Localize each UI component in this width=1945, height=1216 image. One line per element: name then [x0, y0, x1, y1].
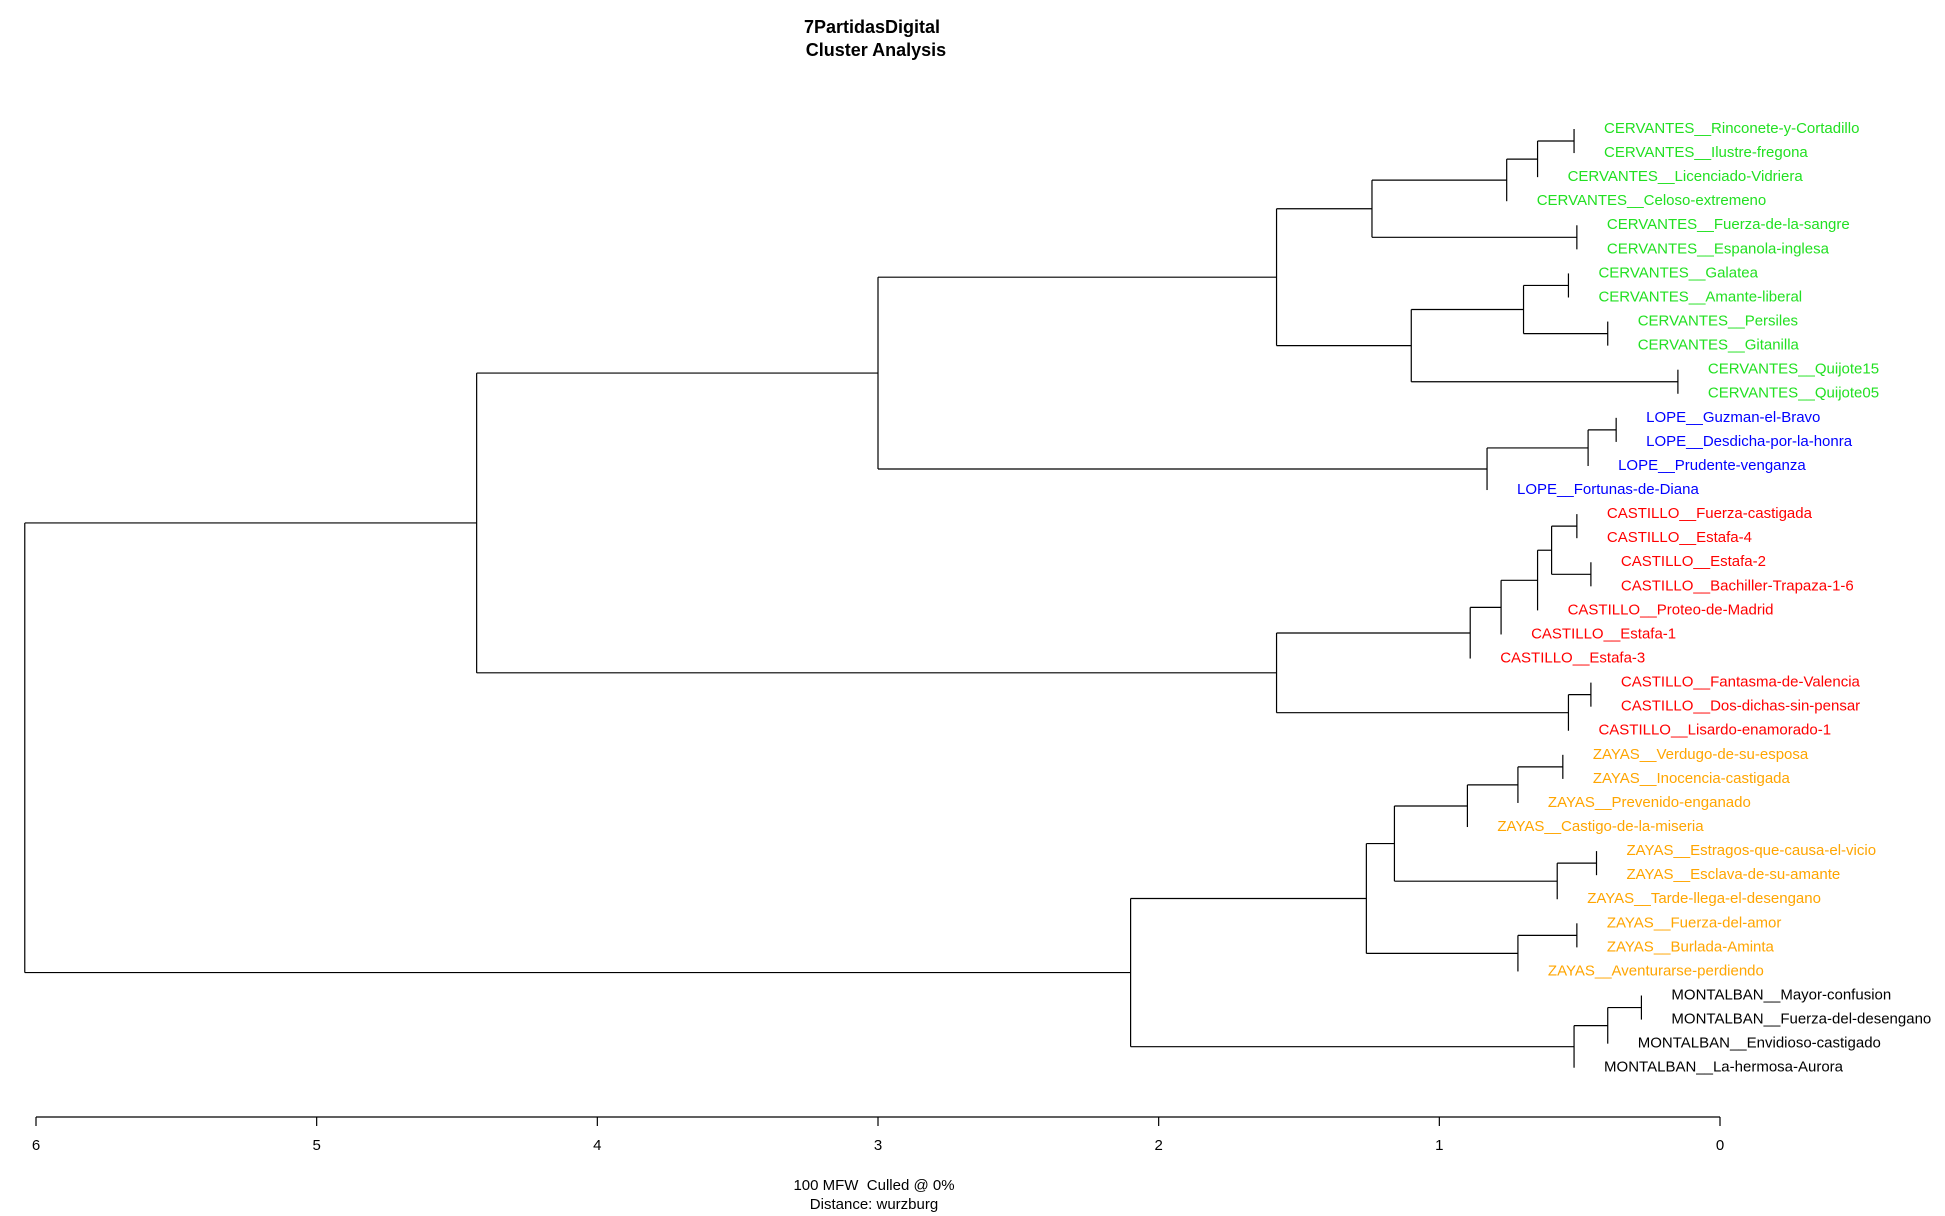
chart-title: 7PartidasDigital [804, 17, 940, 37]
leaf-label: MONTALBAN__Fuerza-del-desengano [1671, 1011, 1931, 1028]
x-axis-label: 100 MFW Culled @ 0% [793, 1177, 954, 1194]
leaf-label: CERVANTES__Ilustre-fregona [1604, 144, 1808, 161]
x-tick-label: 4 [593, 1137, 601, 1154]
chart-subtitle: Cluster Analysis [806, 40, 946, 60]
leaf-label: MONTALBAN__Mayor-confusion [1671, 986, 1891, 1003]
leaf-label: ZAYAS__Verdugo-de-su-esposa [1593, 746, 1809, 763]
leaf-label: ZAYAS__Burlada-Aminta [1607, 938, 1775, 955]
leaf-label: CERVANTES__Persiles [1638, 313, 1798, 330]
leaf-label: MONTALBAN__Envidioso-castigado [1638, 1035, 1881, 1052]
leaf-label: CASTILLO__Fantasma-de-Valencia [1621, 674, 1861, 691]
leaf-label: CERVANTES__Quijote05 [1708, 385, 1879, 402]
leaf-label: LOPE__Guzman-el-Bravo [1646, 409, 1820, 426]
leaf-label: LOPE__Prudente-venganza [1618, 457, 1806, 474]
x-tick-label: 2 [1154, 1137, 1162, 1154]
leaf-label: CERVANTES__Celoso-extremeno [1537, 192, 1767, 209]
leaf-label: CASTILLO__Estafa-2 [1621, 553, 1766, 570]
leaf-label: CASTILLO__Estafa-1 [1531, 625, 1676, 642]
leaf-label: ZAYAS__Tarde-llega-el-desengano [1587, 890, 1821, 907]
leaf-label: CERVANTES__Rinconete-y-Cortadillo [1604, 120, 1859, 137]
leaf-label: ZAYAS__Castigo-de-la-miseria [1497, 818, 1704, 835]
x-axis-label: Distance: wurzburg [810, 1196, 938, 1213]
leaf-label: CERVANTES__Gitanilla [1638, 337, 1800, 354]
leaf-label: ZAYAS__Inocencia-castigada [1593, 770, 1791, 787]
leaf-label: CERVANTES__Galatea [1598, 264, 1758, 281]
leaf-label: MONTALBAN__La-hermosa-Aurora [1604, 1059, 1844, 1076]
leaf-label: CASTILLO__Estafa-4 [1607, 529, 1752, 546]
leaf-label: CASTILLO__Dos-dichas-sin-pensar [1621, 698, 1860, 715]
x-tick-label: 5 [312, 1137, 320, 1154]
leaf-label: CERVANTES__Licenciado-Vidriera [1568, 168, 1804, 185]
leaf-label: CERVANTES__Quijote15 [1708, 361, 1879, 378]
x-tick-label: 3 [874, 1137, 882, 1154]
leaf-label: ZAYAS__Aventurarse-perdiendo [1548, 962, 1764, 979]
leaf-label: CERVANTES__Fuerza-de-la-sangre [1607, 216, 1850, 233]
x-tick-label: 0 [1716, 1137, 1724, 1154]
leaf-label: CASTILLO__Lisardo-enamorado-1 [1598, 722, 1831, 739]
leaf-label: ZAYAS__Fuerza-del-amor [1607, 914, 1782, 931]
leaf-label: LOPE__Fortunas-de-Diana [1517, 481, 1699, 498]
leaf-label: ZAYAS__Prevenido-enganado [1548, 794, 1751, 811]
leaf-label: ZAYAS__Esclava-de-su-amante [1627, 866, 1841, 883]
leaf-label: CASTILLO__Bachiller-Trapaza-1-6 [1621, 577, 1854, 594]
x-tick-label: 6 [32, 1137, 40, 1154]
leaf-label: CERVANTES__Amante-liberal [1598, 288, 1802, 305]
leaf-label: ZAYAS__Estragos-que-causa-el-vicio [1627, 842, 1877, 859]
leaf-label: CERVANTES__Espanola-inglesa [1607, 240, 1830, 257]
x-tick-label: 1 [1435, 1137, 1443, 1154]
leaf-label: CASTILLO__Fuerza-castigada [1607, 505, 1813, 522]
leaf-label: CASTILLO__Proteo-de-Madrid [1568, 601, 1774, 618]
leaf-label: CASTILLO__Estafa-3 [1500, 650, 1645, 667]
leaf-label: LOPE__Desdicha-por-la-honra [1646, 433, 1853, 450]
